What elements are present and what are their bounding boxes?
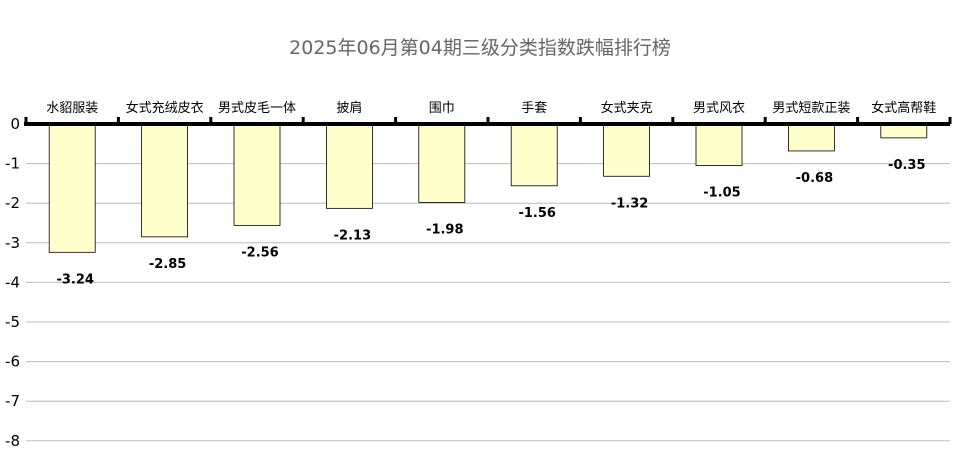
y-tick-label: -3 [5, 234, 20, 252]
bar [510, 123, 558, 187]
data-label: -0.68 [796, 171, 833, 186]
bars [48, 123, 928, 253]
y-tick-label: -5 [5, 313, 20, 331]
category-label: 女式充绒皮衣 [126, 100, 204, 116]
bar [233, 123, 281, 226]
bar [325, 123, 373, 209]
data-label: -1.56 [518, 206, 555, 221]
x-axis [24, 117, 952, 126]
y-axis-ticks: 0 -1 -2 -3 -4 -5 -6 -7 -8 [5, 115, 20, 450]
bar [788, 123, 835, 152]
data-label: -1.05 [703, 186, 740, 201]
bar [603, 123, 650, 177]
y-tick-label: -4 [5, 273, 20, 291]
category-label: 男式皮毛一体 [218, 101, 296, 116]
category-label: 披肩 [336, 100, 362, 116]
category-label: 女式夹克 [601, 100, 653, 116]
bar [880, 123, 928, 139]
y-tick-label: -6 [5, 353, 20, 371]
data-label: -0.35 [888, 158, 925, 173]
bar [418, 123, 466, 203]
y-tick-label: -1 [5, 155, 20, 173]
category-label: 水貂服装 [46, 101, 98, 116]
data-label: -2.13 [334, 228, 371, 243]
y-tick-label: -2 [5, 194, 20, 212]
category-label: 手套 [521, 100, 547, 116]
chart-title: 2025年06月第04期三级分类指数跌幅排行榜 [289, 37, 671, 59]
category-label: 男式风衣 [693, 100, 745, 116]
bar [695, 123, 743, 166]
category-label: 女式高帮鞋 [871, 100, 936, 116]
bar [141, 123, 189, 238]
y-tick-label: -7 [5, 392, 20, 410]
y-tick-label: 0 [10, 115, 20, 133]
bar [48, 123, 96, 253]
data-label: -1.98 [426, 222, 463, 237]
data-label: -2.85 [149, 257, 186, 272]
data-label: -2.56 [241, 245, 278, 260]
category-label: 男式短款正装 [772, 101, 850, 116]
y-tick-label: -8 [5, 432, 20, 450]
data-label: -3.24 [56, 272, 93, 287]
category-label: 围巾 [429, 101, 455, 116]
labels: -3.24 水貂服装 -2.85 女式充绒皮衣 -2.56 男式皮毛一体 -2.13 披肩 -1… [46, 100, 936, 287]
data-label: -1.32 [611, 196, 648, 211]
